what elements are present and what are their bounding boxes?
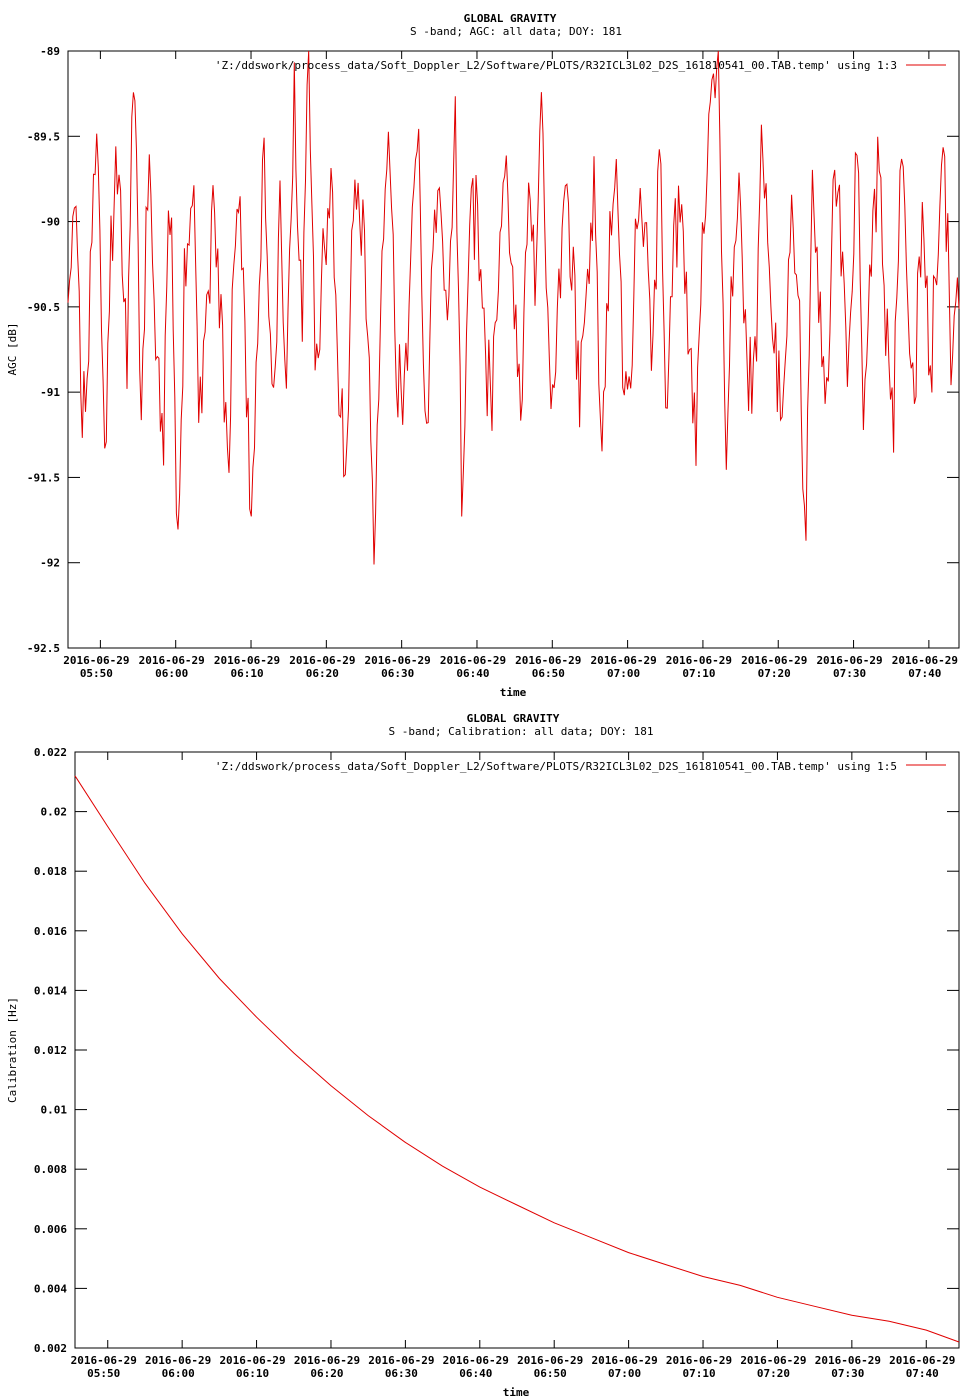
x-tick-time: 07:40 xyxy=(908,667,941,680)
x-tick-time: 06:30 xyxy=(385,1367,418,1380)
x-tick-time: 06:50 xyxy=(532,667,565,680)
y-axis-label: AGC [dB] xyxy=(6,323,19,376)
x-tick-date: 2016-06-29 xyxy=(815,1354,881,1367)
x-tick-date: 2016-06-29 xyxy=(892,654,958,667)
x-tick-time: 06:10 xyxy=(236,1367,269,1380)
x-tick-time: 07:10 xyxy=(682,1367,715,1380)
plot-frame xyxy=(74,751,960,1349)
y-tick-label: -91.5 xyxy=(27,471,60,484)
x-tick-time: 06:00 xyxy=(155,667,188,680)
y-tick-label: 0.002 xyxy=(34,1342,67,1355)
x-tick-time: 05:50 xyxy=(87,1367,120,1380)
y-tick-label: 0.006 xyxy=(34,1223,67,1236)
x-axis-label: time xyxy=(503,1386,530,1399)
x-tick-time: 06:20 xyxy=(306,667,339,680)
x-tick-date: 2016-06-29 xyxy=(368,1354,434,1367)
x-tick-date: 2016-06-29 xyxy=(145,1354,211,1367)
x-tick-date: 2016-06-29 xyxy=(515,654,581,667)
y-tick-label: -92 xyxy=(40,557,60,570)
y-tick-label: 0.022 xyxy=(34,746,67,759)
y-tick-label: -90.5 xyxy=(27,301,60,314)
y-tick-label: -92.5 xyxy=(27,642,60,655)
x-tick-date: 2016-06-29 xyxy=(71,1354,137,1367)
x-tick-date: 2016-06-29 xyxy=(591,1354,657,1367)
x-tick-date: 2016-06-29 xyxy=(139,654,205,667)
y-tick-label: -90 xyxy=(40,216,60,229)
y-tick-label: 0.01 xyxy=(41,1104,68,1117)
x-tick-date: 2016-06-29 xyxy=(816,654,882,667)
x-tick-date: 2016-06-29 xyxy=(889,1354,955,1367)
x-tick-date: 2016-06-29 xyxy=(590,654,656,667)
y-tick-label: 0.014 xyxy=(34,984,67,997)
x-axis-ticks: 2016-06-2905:502016-06-2906:002016-06-29… xyxy=(71,752,955,1380)
x-tick-date: 2016-06-29 xyxy=(666,1354,732,1367)
x-tick-time: 07:00 xyxy=(607,667,640,680)
x-tick-date: 2016-06-29 xyxy=(440,654,506,667)
x-tick-time: 06:00 xyxy=(162,1367,195,1380)
x-tick-time: 06:40 xyxy=(456,667,489,680)
y-tick-label: 0.02 xyxy=(41,806,68,819)
x-tick-date: 2016-06-29 xyxy=(741,654,807,667)
x-axis-ticks: 2016-06-2905:502016-06-2906:002016-06-29… xyxy=(63,51,958,680)
x-tick-time: 07:30 xyxy=(831,1367,864,1380)
legend-label: 'Z:/ddswork/process_data/Soft_Doppler_L2… xyxy=(215,59,897,72)
y-tick-label: 0.008 xyxy=(34,1163,67,1176)
x-tick-time: 05:50 xyxy=(80,667,113,680)
calibration-chart: GLOBAL GRAVITY S -band; Calibration: all… xyxy=(6,712,960,1399)
y-tick-label: -89 xyxy=(40,45,60,58)
chart-title: GLOBAL GRAVITY xyxy=(464,12,557,25)
y-tick-label: 0.016 xyxy=(34,925,67,938)
y-tick-label: 0.004 xyxy=(34,1282,67,1295)
x-tick-time: 07:00 xyxy=(608,1367,641,1380)
x-tick-date: 2016-06-29 xyxy=(294,1354,360,1367)
legend-label: 'Z:/ddswork/process_data/Soft_Doppler_L2… xyxy=(215,760,897,773)
y-axis-ticks: 0.002 0.004 0.006 0.008 0.01 0.012 0.014 0.016 0… xyxy=(34,746,959,1355)
x-tick-time: 07:40 xyxy=(906,1367,939,1380)
x-tick-time: 07:10 xyxy=(682,667,715,680)
y-tick-label: 0.018 xyxy=(34,865,67,878)
x-tick-time: 07:20 xyxy=(757,1367,790,1380)
x-tick-date: 2016-06-29 xyxy=(219,1354,285,1367)
y-tick-label: -91 xyxy=(40,386,60,399)
x-tick-time: 06:50 xyxy=(534,1367,567,1380)
x-tick-date: 2016-06-29 xyxy=(517,1354,583,1367)
x-tick-date: 2016-06-29 xyxy=(740,1354,806,1367)
x-tick-time: 06:30 xyxy=(381,667,414,680)
y-axis-label: Calibration [Hz] xyxy=(6,997,19,1103)
x-tick-time: 06:10 xyxy=(230,667,263,680)
chart-title: GLOBAL GRAVITY xyxy=(467,712,560,725)
y-axis-ticks: -89 -89.5 -90 -90.5 -91 -91.5 -92 -92.5 xyxy=(27,45,959,655)
chart-subtitle: S -band; Calibration: all data; DOY: 181 xyxy=(389,725,654,738)
x-tick-time: 06:20 xyxy=(310,1367,343,1380)
plot-frame xyxy=(67,50,960,649)
chart-subtitle: S -band; AGC: all data; DOY: 181 xyxy=(410,25,622,38)
y-tick-label: 0.012 xyxy=(34,1044,67,1057)
agc-series-line xyxy=(67,50,960,565)
x-tick-date: 2016-06-29 xyxy=(666,654,732,667)
x-tick-time: 07:20 xyxy=(758,667,791,680)
calibration-series-line xyxy=(74,775,960,1343)
x-tick-date: 2016-06-29 xyxy=(443,1354,509,1367)
x-tick-date: 2016-06-29 xyxy=(365,654,431,667)
x-tick-date: 2016-06-29 xyxy=(289,654,355,667)
x-tick-date: 2016-06-29 xyxy=(214,654,280,667)
x-axis-label: time xyxy=(500,686,527,699)
y-tick-label: -89.5 xyxy=(27,130,60,143)
agc-chart: GLOBAL GRAVITY S -band; AGC: all data; D… xyxy=(6,12,960,699)
x-tick-time: 06:40 xyxy=(459,1367,492,1380)
x-tick-date: 2016-06-29 xyxy=(63,654,129,667)
x-tick-time: 07:30 xyxy=(833,667,866,680)
